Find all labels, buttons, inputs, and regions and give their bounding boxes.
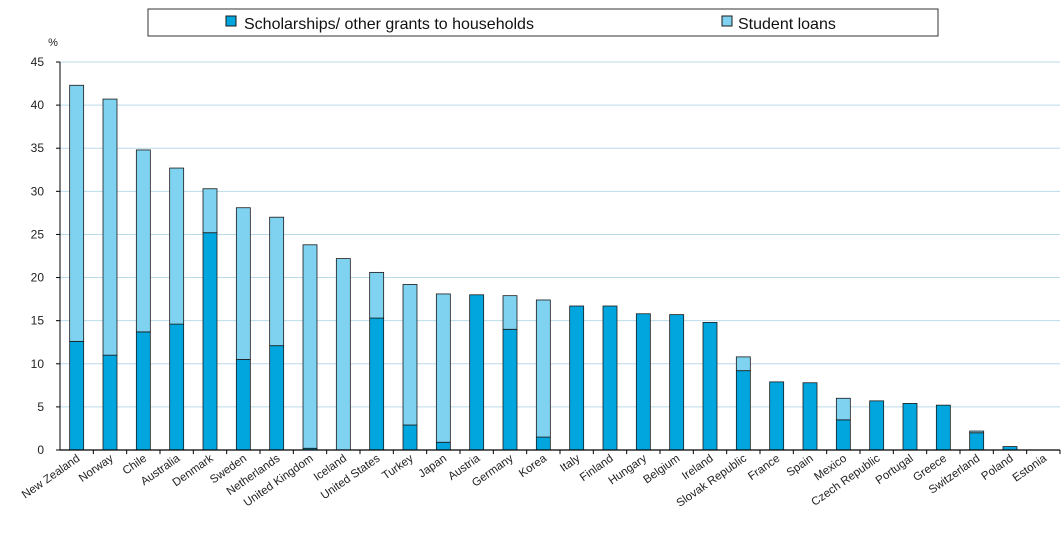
bar-scholarships xyxy=(635,313,651,451)
legend-swatch-scholarships xyxy=(225,15,237,27)
bar-student-loans xyxy=(369,271,385,319)
bar-scholarships xyxy=(902,403,918,451)
gridlines xyxy=(60,61,1060,408)
bar-student-loans xyxy=(202,188,218,234)
bar-scholarships xyxy=(102,354,118,451)
bar-scholarships xyxy=(235,359,251,451)
legend: Scholarships/ other grants to households… xyxy=(147,8,939,37)
y-tick-label: 15 xyxy=(31,314,45,328)
bar-scholarships xyxy=(402,424,418,451)
y-tick-label: 5 xyxy=(37,400,44,414)
x-category-label: New Zealand xyxy=(20,453,82,502)
bar-student-loans xyxy=(135,149,151,333)
legend-swatch-student-loans xyxy=(721,15,733,27)
bar-student-loans xyxy=(335,258,351,451)
bar-student-loans xyxy=(835,397,851,421)
bar-scholarships xyxy=(69,340,85,451)
bar-scholarships xyxy=(935,404,951,451)
bar-scholarships xyxy=(802,382,818,451)
bars xyxy=(69,84,1018,451)
bar-scholarships xyxy=(435,441,451,451)
bar-scholarships xyxy=(135,331,151,451)
x-category-label: Korea xyxy=(517,452,550,480)
bar-scholarships xyxy=(535,436,551,451)
bar-student-loans xyxy=(169,167,185,325)
bar-student-loans xyxy=(535,299,551,438)
x-category-label: Spain xyxy=(785,453,816,480)
bar-scholarships xyxy=(502,328,518,451)
x-category-label: Hungary xyxy=(607,452,650,487)
bar-scholarships xyxy=(869,400,885,451)
y-tick-label: 40 xyxy=(31,98,45,112)
bar-student-loans xyxy=(735,356,751,372)
x-category-label: Belgium xyxy=(641,453,682,487)
bar-scholarships xyxy=(602,305,618,451)
bar-scholarships xyxy=(469,294,485,451)
bar-student-loans xyxy=(402,284,418,426)
x-category-label: Turkey xyxy=(380,452,416,482)
x-category-label: Estonia xyxy=(1011,452,1050,484)
bar-student-loans xyxy=(302,244,318,449)
x-category-label: Portugal xyxy=(874,453,916,487)
x-category-label: United States xyxy=(319,452,383,502)
y-tick-label: 25 xyxy=(31,227,45,241)
bar-scholarships xyxy=(202,232,218,451)
y-tick-label: 0 xyxy=(37,443,44,457)
bar-scholarships xyxy=(669,314,685,451)
bar-student-loans xyxy=(435,293,451,443)
y-tick-label: 45 xyxy=(31,55,45,69)
bar-student-loans xyxy=(102,98,118,356)
bar-scholarships xyxy=(369,317,385,451)
y-tick-label: 20 xyxy=(31,271,45,285)
legend-label-scholarships: Scholarships/ other grants to households xyxy=(244,16,534,33)
bar-student-loans xyxy=(969,430,985,434)
bar-student-loans xyxy=(69,84,85,342)
y-tick-label: 10 xyxy=(31,357,45,371)
legend-box xyxy=(147,8,939,37)
bar-scholarships xyxy=(769,381,785,451)
bar-scholarships xyxy=(835,419,851,451)
y-tick-label: 35 xyxy=(31,141,45,155)
bar-scholarships xyxy=(969,432,985,451)
bar-scholarships xyxy=(269,345,285,451)
x-category-label: Japan xyxy=(416,453,449,481)
y-tick-label: 30 xyxy=(31,184,45,198)
x-category-label: Poland xyxy=(980,453,1016,483)
y-axis: 0 5 10 15 20 25 30 35 40 45% xyxy=(31,37,61,457)
bar-student-loans xyxy=(235,207,251,360)
bar-scholarships xyxy=(735,370,751,451)
y-axis-unit-label: % xyxy=(48,37,58,49)
legend-label-student-loans: Student loans xyxy=(738,16,836,33)
bar-scholarships xyxy=(702,321,718,451)
x-category-label: Norway xyxy=(77,452,116,484)
x-category-label: France xyxy=(746,453,782,483)
bar-scholarships xyxy=(569,305,585,451)
bar-scholarships xyxy=(169,323,185,451)
x-category-label: Italy xyxy=(558,452,582,474)
bar-student-loans xyxy=(502,295,518,330)
bar-student-loans xyxy=(269,216,285,347)
